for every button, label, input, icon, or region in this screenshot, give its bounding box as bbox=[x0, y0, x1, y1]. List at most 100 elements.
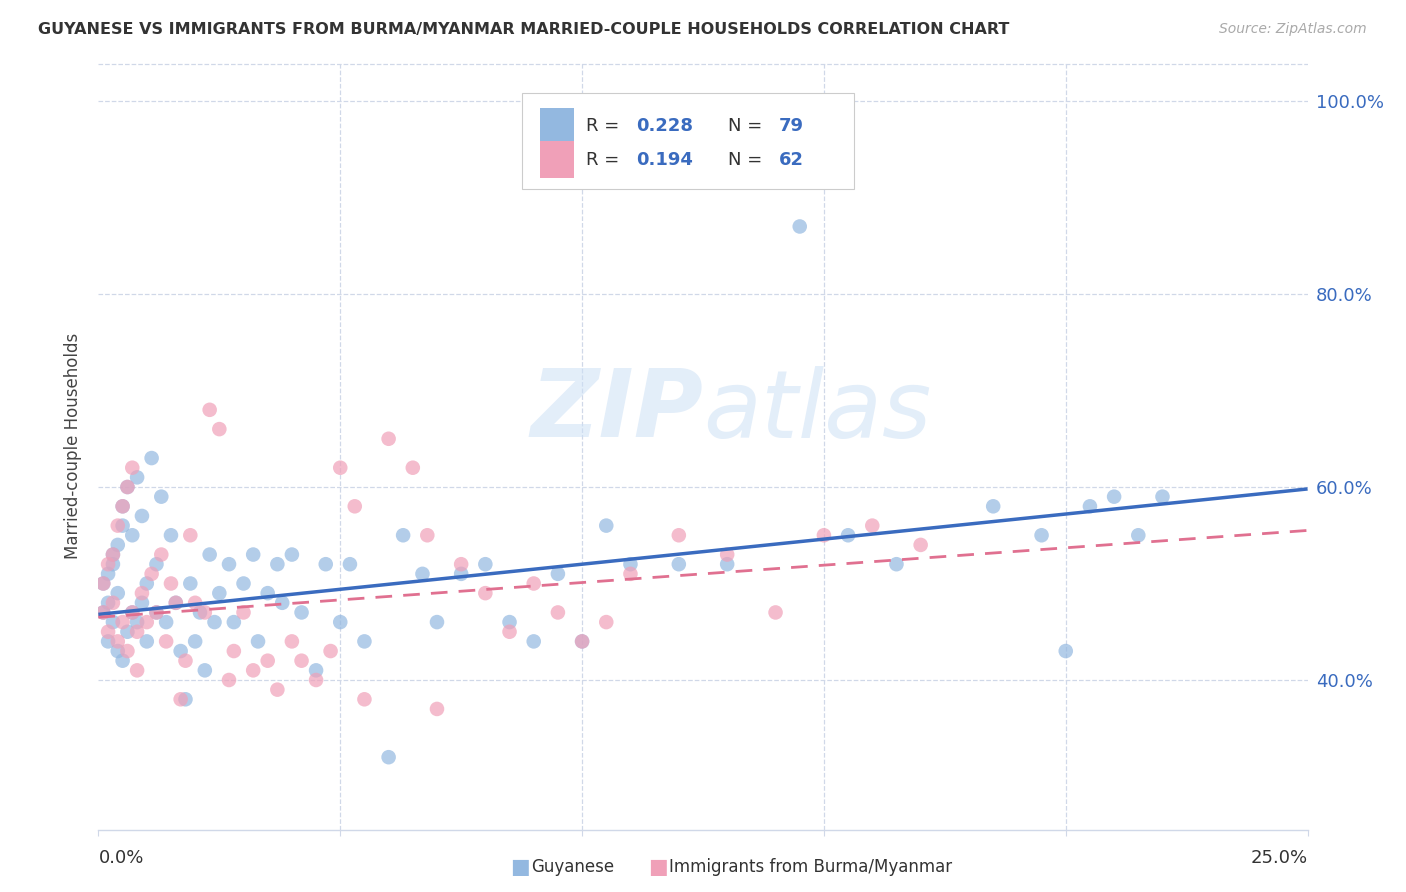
Point bbox=[155, 615, 177, 629]
Point bbox=[305, 673, 328, 687]
Point bbox=[1078, 500, 1101, 514]
Point bbox=[127, 664, 149, 678]
Point bbox=[111, 500, 134, 514]
Point bbox=[247, 634, 270, 648]
Point bbox=[256, 654, 278, 668]
Point bbox=[860, 518, 883, 533]
Point bbox=[411, 566, 433, 581]
Point bbox=[716, 558, 738, 572]
Point bbox=[135, 634, 157, 648]
Point bbox=[619, 566, 641, 581]
Point bbox=[813, 528, 835, 542]
Point bbox=[910, 538, 932, 552]
Text: ZIP: ZIP bbox=[530, 366, 703, 458]
Text: 0.228: 0.228 bbox=[637, 117, 693, 135]
Point bbox=[107, 538, 129, 552]
Point bbox=[765, 606, 787, 620]
Point bbox=[174, 654, 197, 668]
Point bbox=[111, 500, 134, 514]
Point bbox=[668, 558, 690, 572]
Text: 25.0%: 25.0% bbox=[1250, 849, 1308, 867]
Point bbox=[194, 664, 217, 678]
Point bbox=[290, 654, 312, 668]
Point bbox=[91, 606, 114, 620]
Point bbox=[91, 576, 114, 591]
Point bbox=[392, 528, 415, 542]
Point bbox=[198, 548, 221, 562]
Point bbox=[97, 596, 120, 610]
Point bbox=[595, 518, 617, 533]
FancyBboxPatch shape bbox=[522, 93, 855, 189]
Point bbox=[107, 644, 129, 658]
Point bbox=[117, 644, 139, 658]
Point bbox=[131, 508, 153, 523]
Point bbox=[290, 606, 312, 620]
Point bbox=[305, 664, 328, 678]
Point bbox=[402, 460, 425, 475]
Point bbox=[208, 422, 231, 436]
Point bbox=[131, 596, 153, 610]
Point bbox=[218, 673, 240, 687]
Text: N =: N = bbox=[728, 117, 769, 135]
Point bbox=[111, 615, 134, 629]
Y-axis label: Married-couple Households: Married-couple Households bbox=[65, 333, 83, 559]
Text: ■: ■ bbox=[648, 857, 668, 877]
Point bbox=[450, 558, 472, 572]
Point bbox=[101, 548, 124, 562]
Point bbox=[165, 596, 187, 610]
Point bbox=[981, 500, 1004, 514]
Text: GUYANESE VS IMMIGRANTS FROM BURMA/MYANMAR MARRIED-COUPLE HOUSEHOLDS CORRELATION : GUYANESE VS IMMIGRANTS FROM BURMA/MYANMA… bbox=[38, 22, 1010, 37]
Point bbox=[498, 624, 520, 639]
Point bbox=[135, 576, 157, 591]
Point bbox=[416, 528, 439, 542]
Point bbox=[353, 692, 375, 706]
Point bbox=[135, 615, 157, 629]
Text: N =: N = bbox=[728, 151, 769, 169]
Text: 79: 79 bbox=[779, 117, 804, 135]
Point bbox=[1128, 528, 1150, 542]
Point bbox=[619, 558, 641, 572]
Point bbox=[789, 219, 811, 234]
Point bbox=[716, 548, 738, 562]
Point bbox=[121, 460, 143, 475]
Text: 0.194: 0.194 bbox=[637, 151, 693, 169]
Point bbox=[91, 576, 114, 591]
Point bbox=[160, 576, 183, 591]
Point bbox=[547, 566, 569, 581]
Point bbox=[179, 576, 201, 591]
Point bbox=[91, 606, 114, 620]
Point bbox=[1054, 644, 1077, 658]
Point bbox=[97, 558, 120, 572]
Point bbox=[1102, 490, 1125, 504]
Point bbox=[1031, 528, 1053, 542]
Point bbox=[127, 624, 149, 639]
Text: 62: 62 bbox=[779, 151, 804, 169]
Point bbox=[474, 558, 496, 572]
Point bbox=[160, 528, 183, 542]
Point bbox=[101, 596, 124, 610]
Text: Source: ZipAtlas.com: Source: ZipAtlas.com bbox=[1219, 22, 1367, 37]
Point bbox=[97, 624, 120, 639]
Text: atlas: atlas bbox=[703, 366, 931, 457]
Point bbox=[97, 634, 120, 648]
Point bbox=[377, 750, 399, 764]
Point bbox=[107, 518, 129, 533]
Point bbox=[426, 615, 449, 629]
Point bbox=[169, 692, 191, 706]
Point bbox=[155, 634, 177, 648]
Text: R =: R = bbox=[586, 117, 624, 135]
Point bbox=[121, 528, 143, 542]
Point bbox=[523, 634, 546, 648]
Point bbox=[208, 586, 231, 600]
Point bbox=[353, 634, 375, 648]
Point bbox=[281, 548, 304, 562]
Point bbox=[329, 460, 352, 475]
Point bbox=[595, 615, 617, 629]
Text: Guyanese: Guyanese bbox=[531, 858, 614, 876]
Point bbox=[101, 615, 124, 629]
Point bbox=[188, 606, 211, 620]
Point bbox=[886, 558, 908, 572]
Point bbox=[121, 606, 143, 620]
Point bbox=[218, 558, 240, 572]
Point bbox=[571, 634, 593, 648]
